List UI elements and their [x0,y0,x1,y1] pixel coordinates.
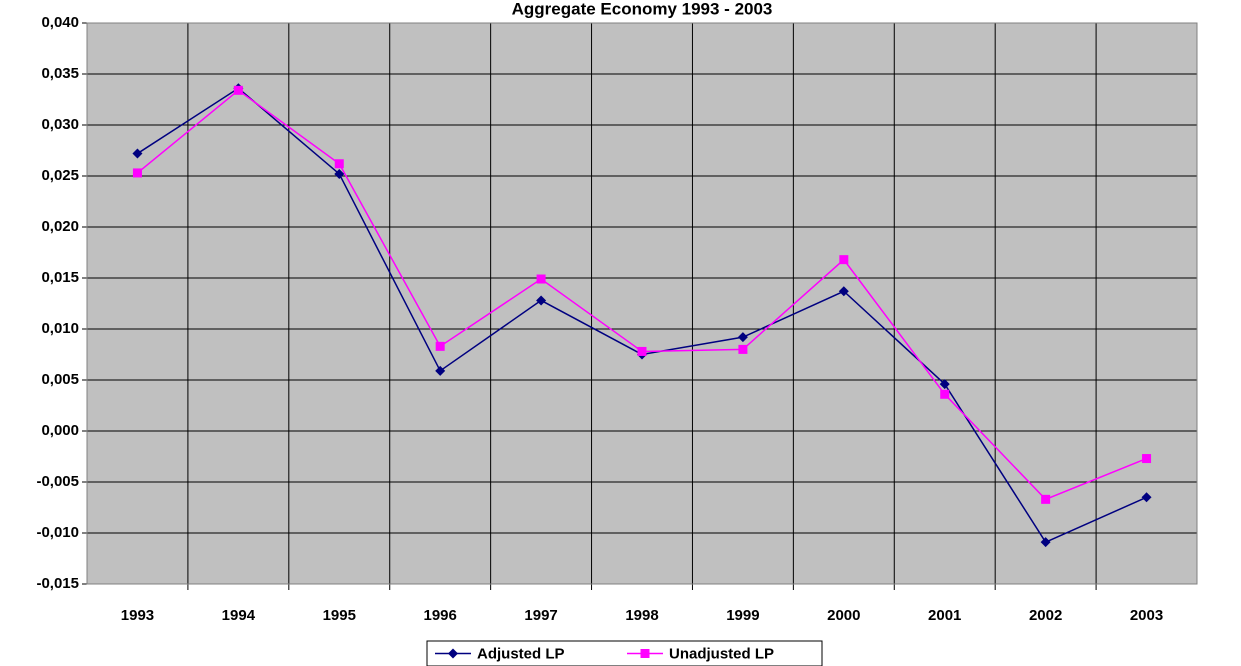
data-point [738,344,748,354]
data-point [132,148,143,159]
x-tick-label: 1997 [524,607,557,624]
y-tick-label: 0,020 [41,218,79,235]
data-point [233,85,243,95]
x-tick-label: 1994 [222,607,256,624]
data-point [334,168,345,179]
y-tick-label: 0,015 [41,269,79,286]
data-point [334,159,344,169]
x-tick-label: 1996 [423,607,456,624]
x-tick-label: 2003 [1130,607,1163,624]
x-tick-label: 1998 [625,607,658,624]
chart-title: Aggregate Economy 1993 - 2003 [512,0,773,18]
y-tick-label: 0,040 [41,14,79,31]
y-tick-label: 0,010 [41,320,79,337]
legend [426,640,823,666]
x-tick-label: 2001 [928,607,961,624]
data-point [435,365,446,376]
legend-marker [448,648,458,659]
data-point [132,168,142,178]
x-tick-label: 1993 [121,607,154,624]
data-point [1040,537,1051,548]
x-tick-label: 1995 [323,607,356,624]
plot-border [86,22,1198,585]
y-tick-label: 0,030 [41,116,79,133]
data-point [536,274,546,284]
x-tick-label: 1999 [726,607,759,624]
y-tick-label: -0,005 [36,473,79,490]
data-point [1142,454,1152,464]
y-tick-label: -0,015 [36,575,79,592]
data-point [1041,494,1051,504]
data-point [737,332,748,343]
y-tick-label: 0,035 [41,65,79,82]
y-tick-label: 0,025 [41,167,79,184]
data-point [637,346,647,356]
x-tick-label: 2000 [827,607,860,624]
y-tick-label: 0,005 [41,371,79,388]
data-point [1141,492,1152,503]
legend-label: Unadjusted LP [669,645,774,662]
legend-label: Adjusted LP [477,645,565,662]
y-tick-label: -0,010 [36,524,79,541]
data-point [435,341,445,351]
data-point [940,389,950,399]
plot-area [86,22,1198,585]
x-tick-label: 2002 [1029,607,1062,624]
data-point [536,295,547,306]
y-tick-label: 0,000 [41,422,79,439]
data-point [838,286,849,297]
data-point [939,379,950,390]
data-point [839,255,849,265]
legend-marker [640,649,650,658]
